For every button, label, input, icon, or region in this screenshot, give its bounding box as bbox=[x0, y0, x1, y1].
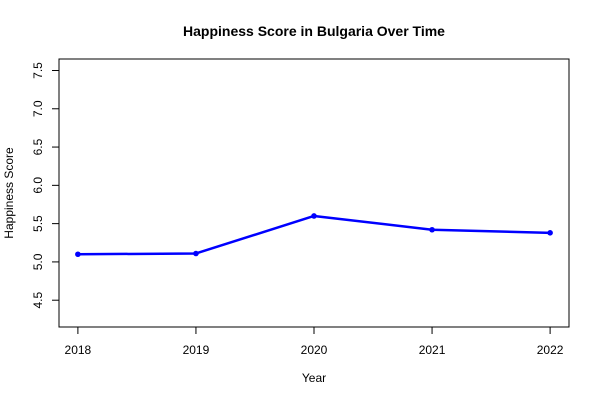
series-layer bbox=[75, 213, 553, 258]
data-point bbox=[193, 250, 199, 257]
y-tick-label: 6.0 bbox=[31, 177, 45, 194]
x-tick-label: 2018 bbox=[65, 343, 92, 357]
chart-title: Happiness Score in Bulgaria Over Time bbox=[183, 23, 445, 39]
y-tick-label: 5.0 bbox=[31, 253, 45, 270]
series-line bbox=[77, 214, 551, 256]
x-tick-label: 2021 bbox=[419, 343, 446, 357]
x-axis-label: Year bbox=[302, 371, 326, 385]
plot-frame bbox=[58, 58, 570, 328]
y-axis: 4.5 5.0 5.5 6.0 6.5 7.0 7.5 bbox=[31, 62, 60, 309]
y-tick-label: 4.5 bbox=[31, 292, 45, 309]
data-point bbox=[429, 226, 435, 233]
x-tick-label: 2020 bbox=[301, 343, 328, 357]
x-tick-label: 2022 bbox=[537, 343, 564, 357]
data-point bbox=[547, 230, 553, 236]
data-point bbox=[311, 213, 317, 219]
y-tick-label: 7.0 bbox=[31, 100, 45, 117]
data-point bbox=[75, 251, 81, 258]
y-tick-label: 6.5 bbox=[31, 138, 45, 155]
x-axis: 2018 2019 2020 2021 2022 bbox=[65, 326, 564, 357]
y-axis-label: Happiness Score bbox=[2, 147, 16, 239]
y-tick-label: 7.5 bbox=[31, 62, 45, 79]
x-tick-label: 2019 bbox=[183, 343, 210, 357]
y-tick-label: 5.5 bbox=[31, 215, 45, 232]
